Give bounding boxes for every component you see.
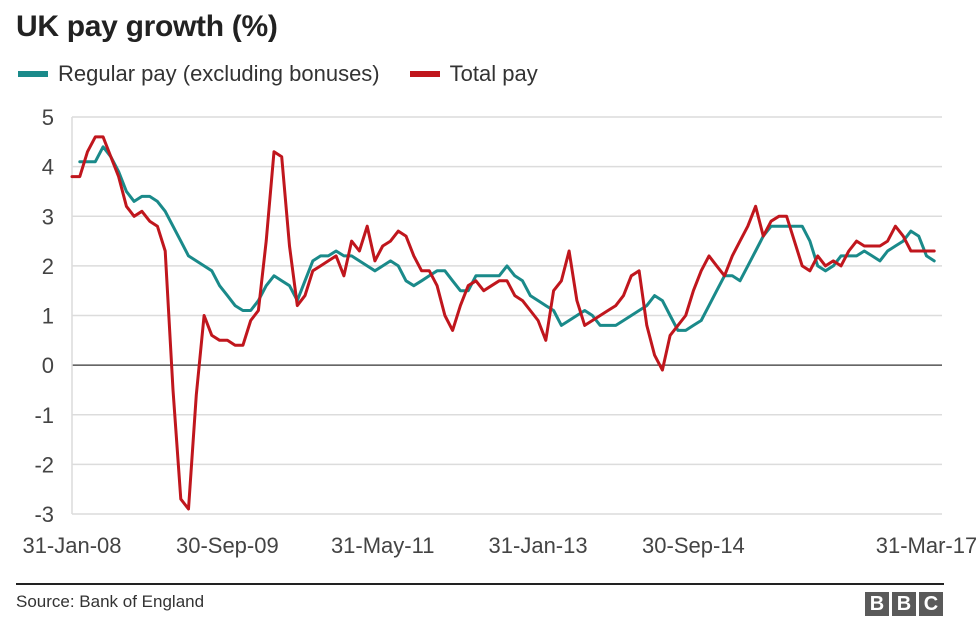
legend-label-total-pay: Total pay	[449, 61, 538, 86]
x-tick-label: 30-Sep-09	[176, 533, 279, 558]
x-tick-label: 31-Mar-17	[876, 533, 976, 558]
chart-title: UK pay growth (%)	[16, 10, 278, 43]
y-tick-label: -3	[34, 502, 54, 527]
legend: Regular pay (excluding bonuses) Total pa…	[18, 60, 568, 88]
y-tick-label: -2	[34, 452, 54, 477]
legend-label-regular-pay: Regular pay (excluding bonuses)	[58, 61, 380, 86]
y-tick-label: 5	[42, 105, 54, 130]
footer-divider	[16, 583, 944, 585]
series-line-total-pay	[70, 135, 936, 511]
bbc-logo-letter: B	[865, 592, 889, 616]
y-tick-label: 4	[42, 155, 54, 180]
y-tick-label: 1	[42, 304, 54, 329]
legend-swatch-regular-pay	[18, 71, 48, 77]
x-tick-label: 31-May-11	[331, 533, 435, 558]
y-tick-label: 2	[42, 254, 54, 279]
source-note: Source: Bank of England	[16, 592, 205, 611]
x-tick-label: 31-Jan-08	[22, 533, 121, 558]
y-tick-label: -1	[34, 403, 54, 428]
legend-item-total-pay: Total pay	[409, 61, 538, 87]
legend-swatch-total-pay	[409, 71, 440, 77]
x-tick-label: 31-Jan-13	[489, 533, 588, 558]
bbc-logo-letter: C	[919, 592, 943, 616]
x-tick-label: 30-Sep-14	[642, 533, 745, 558]
bbc-logo-letter: B	[892, 592, 916, 616]
legend-item-regular-pay: Regular pay (excluding bonuses)	[18, 61, 380, 87]
y-tick-label: 0	[42, 353, 54, 378]
bbc-logo: B B C	[862, 592, 943, 616]
y-tick-label: 3	[42, 204, 54, 229]
series-line-regular-pay	[78, 145, 936, 332]
line-chart: -3 -2 -1 0 1 2 3 4 5 31-Jan-08 30-Sep-09 31-May-11 3…	[22, 105, 976, 558]
